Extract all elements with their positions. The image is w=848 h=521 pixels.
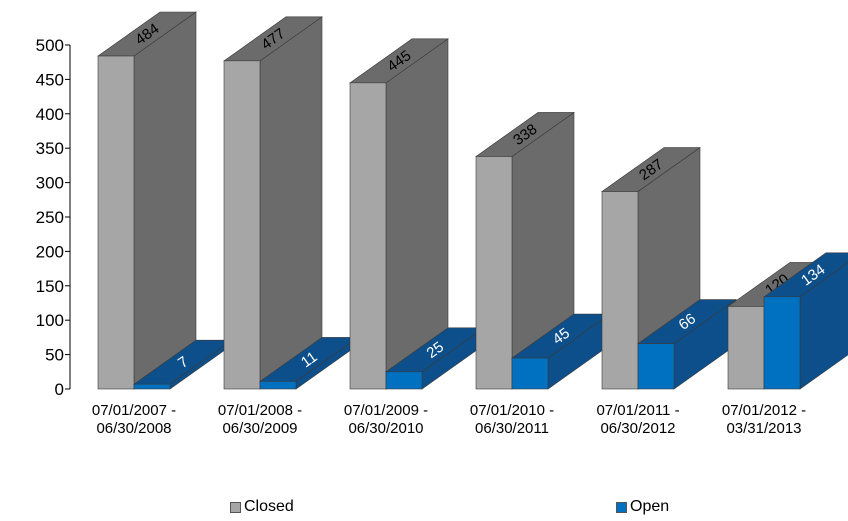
y-axis: 0 50 100 150 200 250 300 350 400 450 500 — [36, 36, 71, 399]
x-tick-label-line: 06/30/2010 — [348, 420, 423, 437]
bar-front-face — [727, 306, 765, 390]
bar-closed: 484 — [97, 11, 197, 390]
bar-closed: 338 — [475, 111, 575, 390]
data-label: 45 — [550, 325, 573, 349]
bar-open: 66 — [637, 299, 737, 390]
y-tick-label: 500 — [36, 36, 64, 55]
bar-open: 11 — [259, 336, 359, 390]
x-tick-label-line: 06/30/2012 — [600, 420, 675, 437]
y-tick-label: 450 — [36, 70, 64, 89]
bar-front-face — [475, 156, 513, 390]
x-tick-label-line: 07/01/2008 - — [218, 402, 302, 419]
y-tick-label: 400 — [36, 105, 64, 124]
bar-front-face — [601, 191, 639, 390]
bar-front-face — [511, 357, 549, 390]
x-tick-label-line: 07/01/2007 - — [92, 402, 176, 419]
x-tick-label: 07/01/2009 -06/30/2010 — [344, 402, 428, 437]
data-label: 66 — [676, 310, 699, 334]
y-tick-label: 150 — [36, 277, 64, 296]
x-tick-label: 07/01/2008 -06/30/2009 — [218, 402, 302, 437]
closed-swatch — [230, 501, 241, 513]
bar-open: 25 — [385, 327, 485, 390]
x-tick-label: 07/01/2011 -06/30/2012 — [596, 402, 679, 437]
x-tick-label-line: 07/01/2011 - — [596, 402, 679, 419]
bar-closed: 445 — [349, 38, 449, 390]
bar-front-face — [97, 55, 135, 390]
legend-item-closed: Closed — [230, 498, 294, 516]
x-tick-label-line: 06/30/2011 — [475, 420, 549, 437]
bar-front-face — [133, 383, 171, 390]
legend-label-closed: Closed — [244, 498, 294, 515]
x-tick-label-line: 07/01/2010 - — [470, 402, 554, 419]
bar-front-face — [349, 82, 387, 390]
bar-open: 134 — [763, 252, 848, 390]
bar-front-face — [763, 296, 801, 390]
open-swatch — [616, 501, 627, 513]
legend-item-open: Open — [616, 498, 669, 516]
x-tick-label-line: 07/01/2009 - — [344, 402, 428, 419]
bar-closed: 477 — [223, 16, 323, 390]
bar-open: 7 — [133, 339, 233, 390]
bar-front-face — [259, 381, 297, 390]
x-tick-label-line: 07/01/2012 - — [722, 402, 806, 419]
bar-front-face — [385, 371, 423, 390]
y-tick-label: 50 — [45, 346, 64, 365]
y-tick-label: 300 — [36, 174, 64, 193]
y-tick-label: 250 — [36, 208, 64, 227]
x-tick-label-line: 06/30/2008 — [96, 420, 171, 437]
data-label: 25 — [424, 338, 447, 362]
bar-front-face — [637, 343, 675, 390]
x-tick-label-line: 03/31/2013 — [726, 420, 801, 437]
bar-open: 45 — [511, 313, 611, 390]
y-tick-label: 200 — [36, 242, 64, 261]
bar-side-face — [133, 11, 197, 390]
bar-front-face — [223, 60, 261, 390]
y-tick-label: 100 — [36, 311, 64, 330]
x-tick-label: 07/01/2010 -06/30/2011 — [470, 402, 554, 437]
x-tick-label: 07/01/2007 -06/30/2008 — [92, 402, 176, 437]
legend-label-open: Open — [630, 498, 670, 515]
bar-side-face — [259, 16, 323, 390]
x-tick-label: 07/01/2012 -03/31/2013 — [722, 402, 806, 437]
y-tick-label: 350 — [36, 139, 64, 158]
x-tick-label-line: 06/30/2009 — [222, 420, 297, 437]
y-tick-label: 0 — [55, 380, 64, 399]
